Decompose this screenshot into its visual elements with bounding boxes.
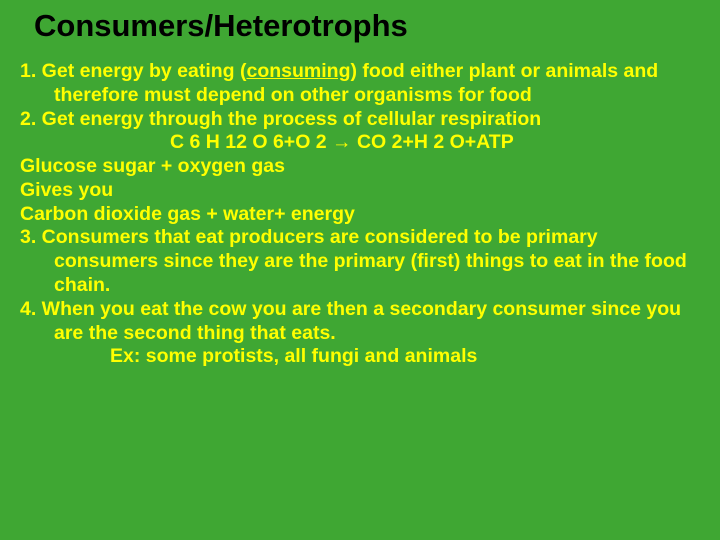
point-3: 3. Consumers that eat producers are cons… — [20, 226, 700, 297]
glucose-line: Glucose sugar + oxygen gas — [20, 155, 700, 179]
point-1-a: 1. Get energy by eating ( — [20, 60, 246, 82]
equation: C 6 H 12 O 6+O 2 → CO 2+H 2 O+ATP — [20, 131, 700, 155]
point-4: 4. When you eat the cow you are then a s… — [20, 298, 700, 346]
gives-you-line: Gives you — [20, 179, 700, 203]
slide-title: Consumers/Heterotrophs — [34, 8, 700, 44]
products-line: Carbon dioxide gas + water+ energy — [20, 203, 700, 227]
point-2: 2. Get energy through the process of cel… — [20, 108, 700, 132]
slide-body: 1. Get energy by eating (consuming) food… — [20, 60, 700, 369]
point-1: 1. Get energy by eating (consuming) food… — [20, 60, 700, 108]
slide: Consumers/Heterotrophs 1. Get energy by … — [0, 0, 720, 540]
example-line: Ex: some protists, all fungi and animals — [20, 345, 700, 369]
point-1-underlined: consuming — [246, 60, 350, 82]
